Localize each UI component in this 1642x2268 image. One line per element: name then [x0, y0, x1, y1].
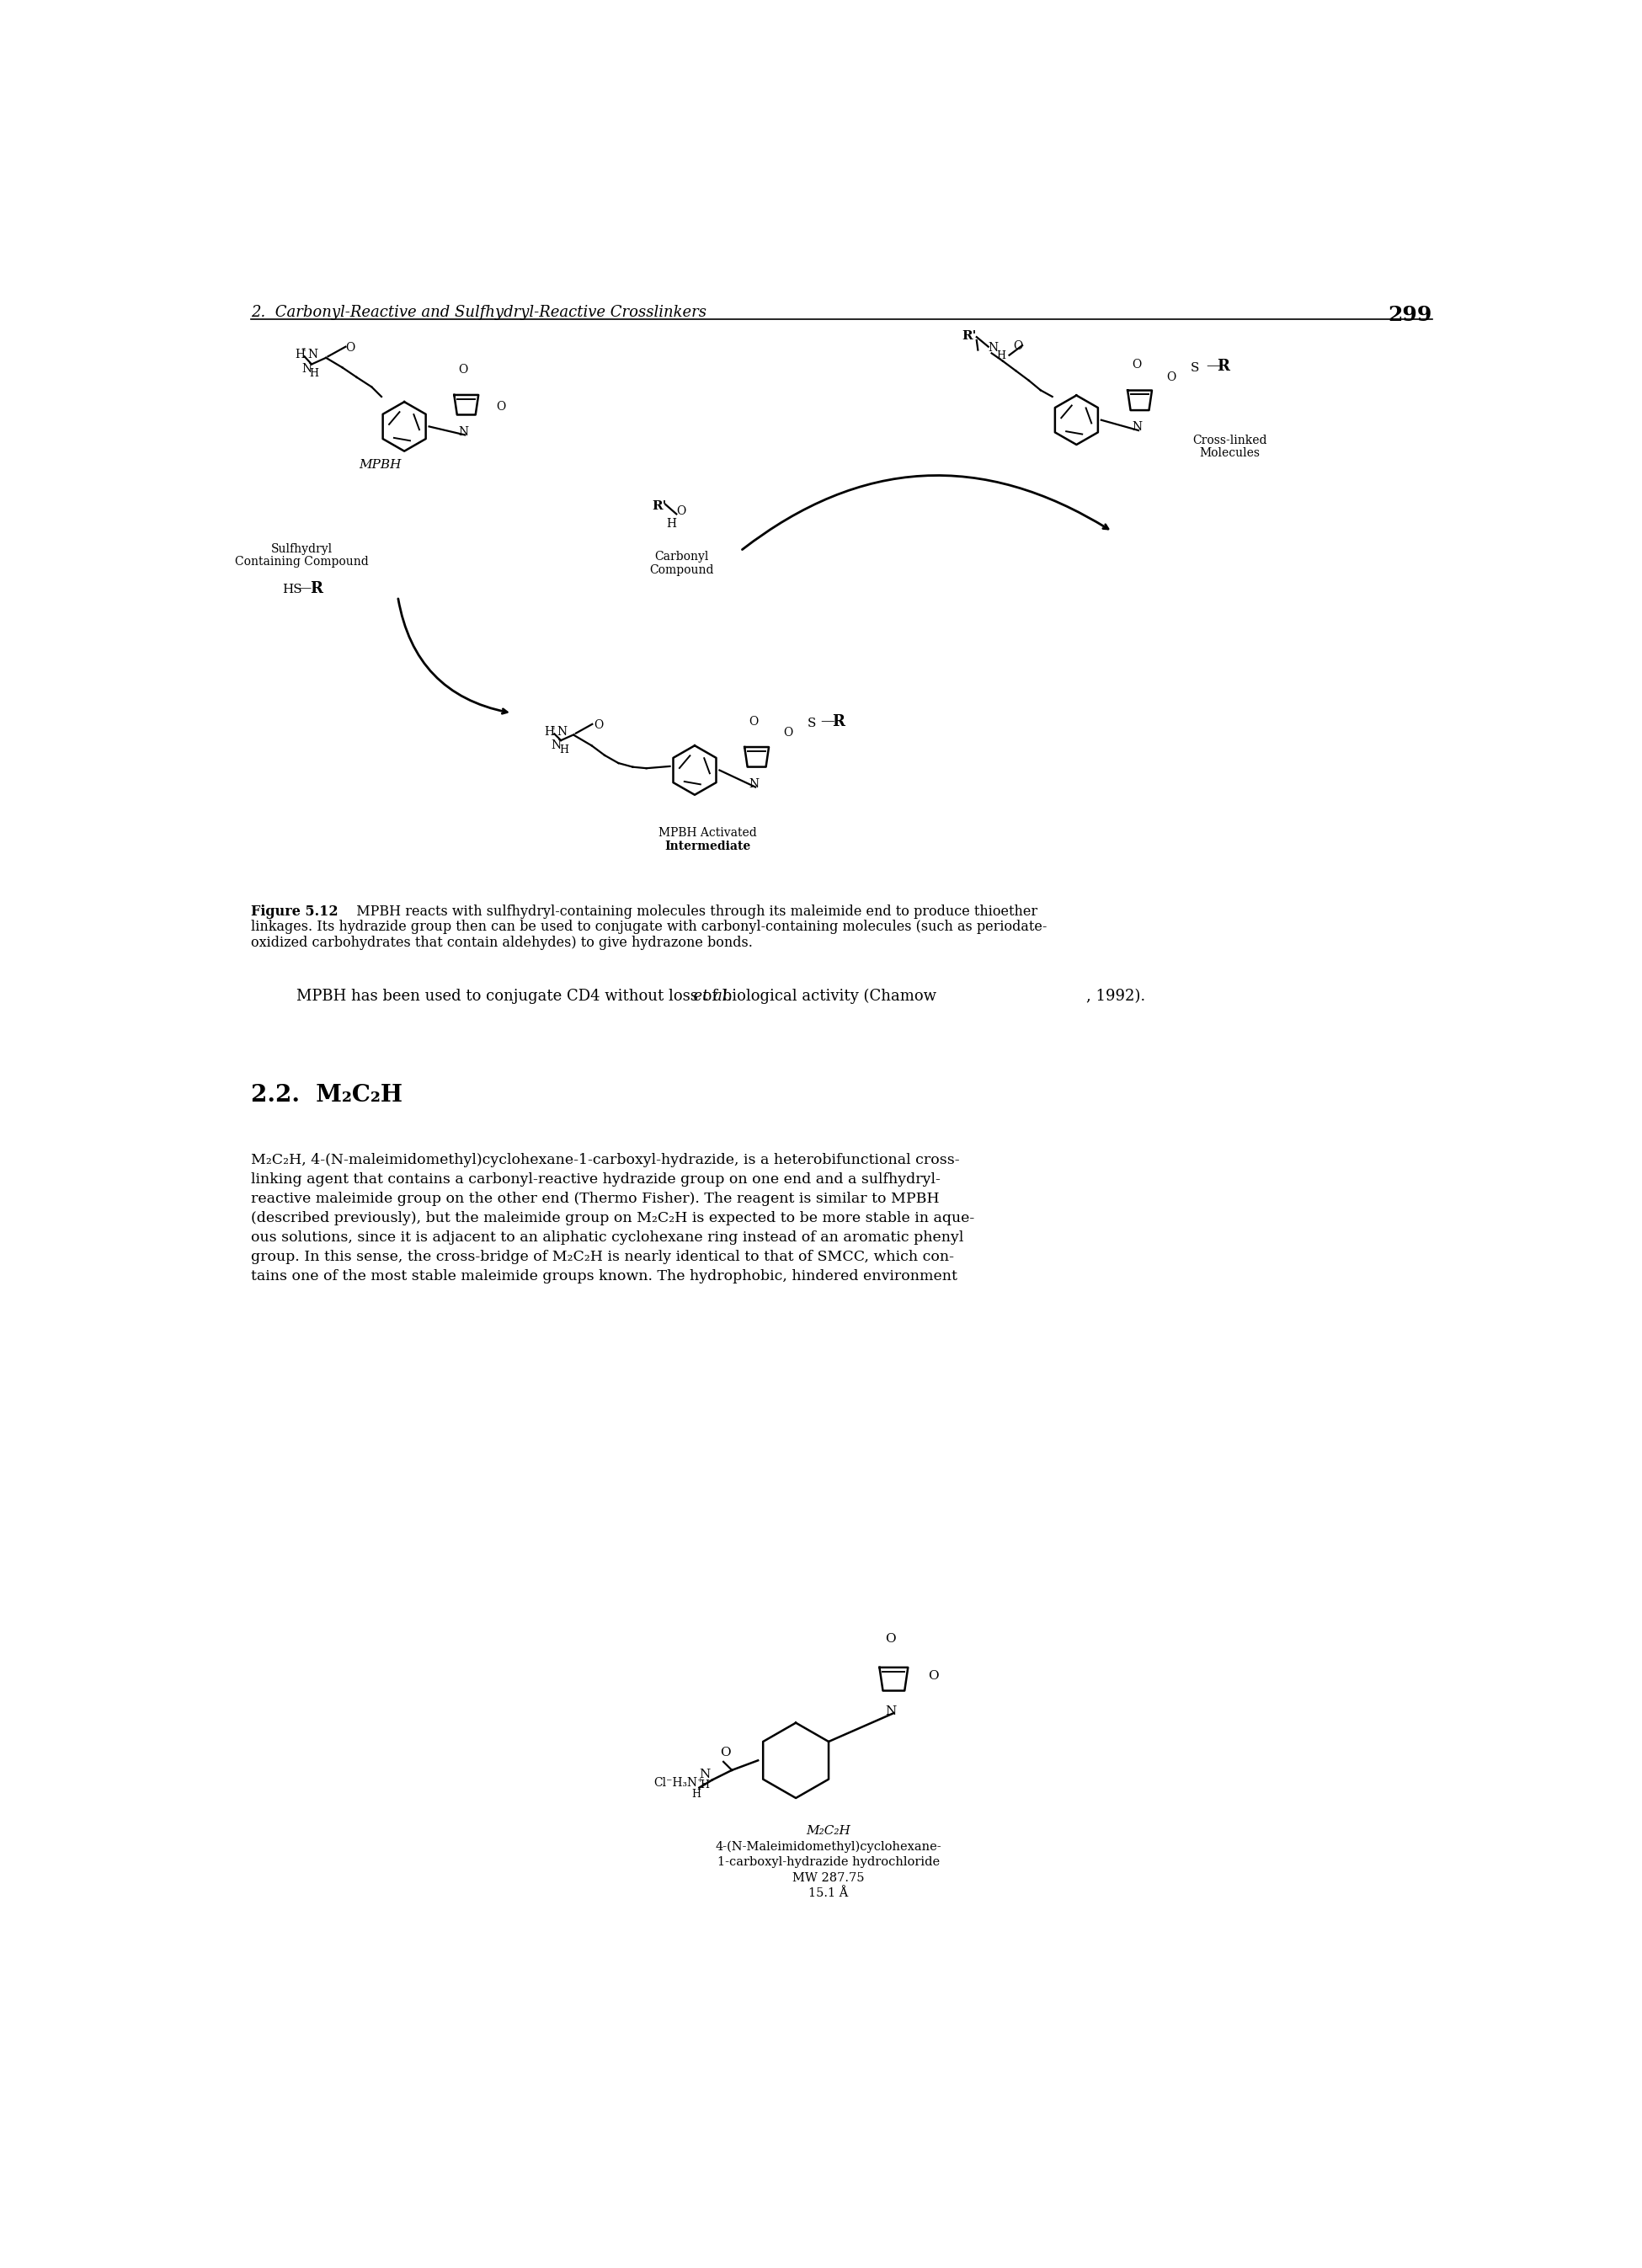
Text: N: N	[307, 349, 319, 361]
Text: R: R	[832, 714, 844, 728]
Text: Figure 5.12: Figure 5.12	[251, 905, 338, 919]
Text: Compound: Compound	[650, 565, 714, 576]
Text: O: O	[593, 719, 603, 730]
Text: H: H	[296, 349, 305, 361]
Text: H: H	[691, 1789, 701, 1799]
Text: 299: 299	[1387, 304, 1432, 324]
Text: Molecules: Molecules	[1200, 447, 1259, 458]
Text: H: H	[545, 726, 555, 737]
Text: M₂C₂H: M₂C₂H	[806, 1826, 851, 1837]
Text: O: O	[928, 1669, 938, 1683]
Text: N: N	[988, 342, 998, 354]
Text: O: O	[783, 726, 793, 739]
Text: (described previously), but the maleimide group on M₂C₂H is expected to be more : (described previously), but the maleimid…	[251, 1211, 974, 1225]
Text: M₂C₂H, 4-(N-maleimidomethyl)cyclohexane-1-carboxyl-hydrazide, is a heterobifunct: M₂C₂H, 4-(N-maleimidomethyl)cyclohexane-…	[251, 1152, 959, 1168]
Text: O: O	[721, 1746, 731, 1758]
Text: ₂: ₂	[552, 721, 555, 730]
Text: —: —	[821, 714, 834, 728]
Text: O: O	[496, 401, 506, 413]
Text: oxidized carbohydrates that contain aldehydes) to give hydrazone bonds.: oxidized carbohydrates that contain alde…	[251, 937, 752, 950]
Text: Containing Compound: Containing Compound	[235, 556, 369, 567]
Text: MPBH Activated: MPBH Activated	[658, 826, 757, 839]
Text: N: N	[1131, 422, 1143, 433]
Text: O: O	[677, 506, 686, 517]
Text: H: H	[310, 367, 319, 379]
Text: MPBH has been used to conjugate CD4 without loss of biological activity (Chamow: MPBH has been used to conjugate CD4 with…	[297, 989, 941, 1005]
Text: et al.: et al.	[297, 989, 732, 1005]
Text: O: O	[1166, 372, 1176, 383]
Text: N: N	[699, 1769, 709, 1780]
Text: N: N	[749, 778, 759, 789]
Text: N: N	[885, 1706, 897, 1717]
Text: 2.2.  M₂C₂H: 2.2. M₂C₂H	[251, 1084, 402, 1107]
Text: H: H	[667, 517, 677, 531]
Text: Cross-linked: Cross-linked	[1192, 433, 1268, 447]
Text: N: N	[458, 426, 468, 438]
Text: N: N	[552, 739, 562, 751]
Text: MPBH reacts with sulfhydryl-containing molecules through its maleimide end to pr: MPBH reacts with sulfhydryl-containing m…	[348, 905, 1038, 919]
Text: O: O	[345, 342, 355, 354]
Text: ous solutions, since it is adjacent to an aliphatic cyclohexane ring instead of : ous solutions, since it is adjacent to a…	[251, 1232, 964, 1245]
Text: reactive maleimide group on the other end (Thermo Fisher). The reagent is simila: reactive maleimide group on the other en…	[251, 1191, 939, 1207]
Text: R': R'	[652, 501, 667, 513]
Text: H: H	[997, 349, 1005, 361]
Text: MW 287.75: MW 287.75	[793, 1871, 864, 1885]
Text: linking agent that contains a carbonyl-reactive hydrazide group on one end and a: linking agent that contains a carbonyl-r…	[251, 1173, 941, 1186]
Text: 2.  Carbonyl-Reactive and Sulfhydryl-Reactive Crosslinkers: 2. Carbonyl-Reactive and Sulfhydryl-Reac…	[251, 304, 706, 320]
Text: ₂: ₂	[302, 345, 305, 354]
Text: N: N	[302, 363, 312, 374]
Text: HS: HS	[282, 583, 302, 594]
Text: Sulfhydryl: Sulfhydryl	[271, 544, 333, 556]
Text: H: H	[558, 744, 568, 755]
Text: 1-carboxyl-hydrazide hydrochloride: 1-carboxyl-hydrazide hydrochloride	[718, 1857, 939, 1869]
Text: —: —	[299, 583, 312, 594]
Text: Intermediate: Intermediate	[665, 839, 750, 853]
Text: Cl⁻H₃N⁺: Cl⁻H₃N⁺	[654, 1778, 704, 1789]
Text: R': R'	[962, 331, 977, 342]
Text: S: S	[1190, 363, 1199, 374]
Text: linkages. Its hydrazide group then can be used to conjugate with carbonyl-contai: linkages. Its hydrazide group then can b…	[251, 921, 1048, 934]
Text: , 1992).: , 1992).	[1087, 989, 1146, 1005]
Text: R: R	[1217, 358, 1230, 374]
Text: MPBH: MPBH	[360, 458, 401, 472]
Text: —: —	[1205, 358, 1220, 374]
Text: Carbonyl: Carbonyl	[655, 551, 709, 562]
Text: R: R	[310, 581, 322, 596]
Text: O: O	[458, 363, 468, 374]
Text: 15.1 Å: 15.1 Å	[808, 1887, 849, 1898]
Text: N: N	[557, 726, 566, 737]
Text: O: O	[885, 1633, 897, 1644]
Text: tains one of the most stable maleimide groups known. The hydrophobic, hindered e: tains one of the most stable maleimide g…	[251, 1270, 957, 1284]
Text: H: H	[699, 1780, 709, 1789]
Text: 4-(N-Maleimidomethyl)cyclohexane-: 4-(N-Maleimidomethyl)cyclohexane-	[716, 1842, 941, 1853]
Text: O: O	[1131, 358, 1141, 370]
Text: O: O	[1013, 340, 1023, 352]
Text: group. In this sense, the cross-bridge of M₂C₂H is nearly identical to that of S: group. In this sense, the cross-bridge o…	[251, 1250, 954, 1263]
Text: O: O	[749, 717, 759, 728]
Text: S: S	[806, 717, 816, 730]
